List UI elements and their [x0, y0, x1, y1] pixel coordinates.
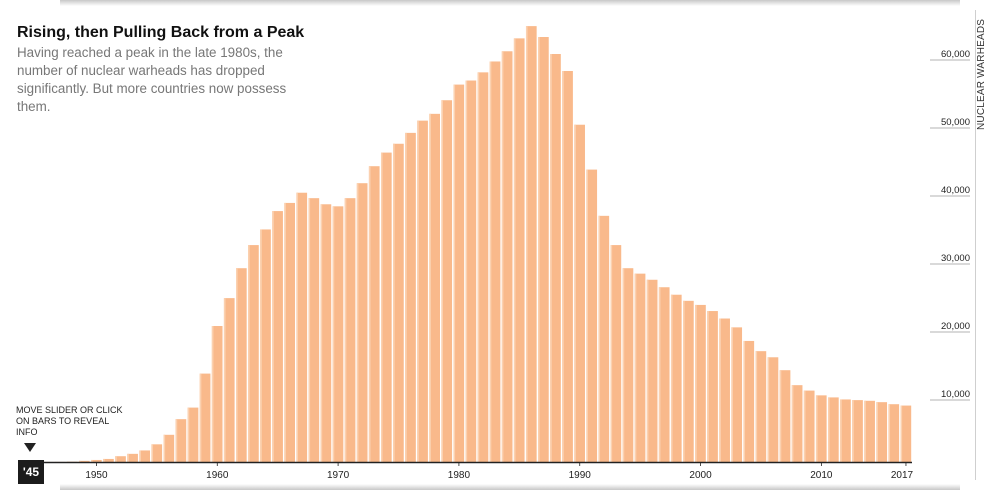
bar-2007[interactable] — [779, 370, 791, 462]
bar-2014[interactable] — [864, 400, 875, 462]
bar-2009[interactable] — [803, 390, 815, 462]
bar-1970[interactable] — [332, 206, 344, 462]
slider-pointer-icon — [24, 443, 36, 452]
bar-2000[interactable] — [695, 304, 706, 462]
bar-1963[interactable] — [248, 245, 259, 462]
bar-1987[interactable] — [538, 37, 549, 462]
bar-2004[interactable] — [743, 340, 755, 462]
bar-1992[interactable] — [598, 215, 610, 462]
bar-1954[interactable] — [139, 450, 151, 462]
bar-1979[interactable] — [441, 100, 453, 463]
bar-1960[interactable] — [211, 326, 223, 462]
x-tick-label: 1960 — [206, 470, 229, 481]
top-edge-shadow — [60, 0, 960, 6]
bar-1976[interactable] — [405, 132, 416, 462]
bar-1984[interactable] — [501, 51, 513, 462]
x-tick-label: 2000 — [689, 470, 712, 481]
x-tick-labels: 1950 1960 1970 1980 1990 2000 2010 2017 — [85, 462, 914, 481]
bar-1950[interactable] — [91, 459, 102, 462]
bar-2010[interactable] — [815, 395, 827, 462]
bar-1978[interactable] — [429, 113, 440, 462]
y-tick-label: 20,000 — [941, 321, 970, 332]
bar-2002[interactable] — [719, 318, 730, 462]
bar-1985[interactable] — [513, 38, 525, 463]
bar-1971[interactable] — [344, 198, 356, 462]
bar-1952[interactable] — [115, 456, 126, 462]
bar-2006[interactable] — [767, 357, 779, 462]
bar-1958[interactable] — [187, 407, 199, 462]
bar-2001[interactable] — [707, 311, 718, 462]
x-tick-label: 2010 — [810, 470, 833, 481]
bar-2016[interactable] — [888, 404, 900, 462]
bar-1949[interactable] — [78, 460, 90, 462]
x-tick-label: 1980 — [448, 470, 471, 481]
chart-title: Rising, then Pulling Back from a Peak — [17, 24, 305, 41]
bar-1994[interactable] — [622, 268, 634, 462]
bar-1967[interactable] — [296, 192, 308, 462]
x-tick-label: 2017 — [891, 470, 914, 481]
bar-2015[interactable] — [876, 402, 888, 462]
y-tick-label: 50,000 — [941, 117, 970, 128]
bar-1956[interactable] — [163, 434, 175, 462]
bar-1965[interactable] — [272, 211, 283, 462]
bar-1999[interactable] — [683, 300, 694, 462]
bar-1969[interactable] — [320, 204, 332, 462]
bar-2011[interactable] — [828, 397, 839, 462]
bar-1974[interactable] — [380, 152, 392, 462]
bar-1962[interactable] — [235, 268, 247, 462]
bar-1973[interactable] — [368, 166, 380, 462]
y-gridlines — [930, 59, 970, 401]
bar-1995[interactable] — [634, 273, 646, 462]
bar-1968[interactable] — [308, 198, 320, 462]
bar-1996[interactable] — [646, 279, 658, 462]
bar-2005[interactable] — [755, 351, 767, 462]
bar-1982[interactable] — [477, 72, 489, 463]
y-tick-label: 30,000 — [941, 253, 970, 264]
y-axis-divider — [975, 10, 976, 480]
bar-1975[interactable] — [393, 143, 404, 462]
x-tick-label: 1990 — [569, 470, 592, 481]
bar-1953[interactable] — [127, 453, 138, 462]
bar-1988[interactable] — [550, 54, 561, 462]
slider-hint: MOVE SLIDER OR CLICK ON BARS TO REVEAL I… — [16, 405, 123, 437]
bar-1983[interactable] — [489, 61, 501, 462]
bar-1959[interactable] — [199, 373, 211, 462]
bottom-edge-shadow — [60, 484, 960, 490]
bar-2012[interactable] — [840, 399, 851, 462]
y-tick-label: 60,000 — [941, 49, 970, 60]
bar-1955[interactable] — [151, 444, 163, 462]
bar-1981[interactable] — [465, 80, 477, 463]
y-axis-label: NUCLEAR WARHEADS — [976, 18, 987, 130]
x-tick-label: 1970 — [327, 470, 350, 481]
y-tick-label: 10,000 — [941, 389, 970, 400]
bar-group — [30, 26, 912, 463]
bar-1951[interactable] — [103, 458, 114, 462]
bar-1957[interactable] — [175, 419, 187, 462]
bar-1977[interactable] — [417, 120, 428, 462]
bar-1990[interactable] — [574, 124, 585, 462]
bar-1998[interactable] — [670, 294, 682, 462]
bar-1986[interactable] — [525, 26, 537, 463]
bar-2013[interactable] — [852, 400, 863, 462]
bar-1997[interactable] — [658, 287, 670, 462]
bar-2017[interactable] — [900, 405, 912, 462]
year-slider-handle[interactable]: '45 — [18, 460, 44, 484]
bar-1980[interactable] — [453, 84, 465, 462]
x-tick-label: 1950 — [85, 470, 108, 481]
bar-1966[interactable] — [284, 202, 296, 463]
y-tick-labels: 10,000 20,000 30,000 40,000 50,000 60,000 — [941, 49, 970, 400]
bar-2003[interactable] — [731, 327, 743, 462]
bar-1989[interactable] — [562, 71, 573, 462]
bar-1991[interactable] — [586, 169, 598, 462]
bar-1993[interactable] — [610, 245, 622, 462]
bar-1972[interactable] — [356, 183, 368, 462]
y-tick-label: 40,000 — [941, 185, 970, 196]
bar-2008[interactable] — [791, 385, 803, 462]
bar-1964[interactable] — [260, 229, 271, 462]
chart-subtitle: Having reached a peak in the late 1980s,… — [17, 45, 287, 114]
bar-1961[interactable] — [223, 298, 235, 462]
